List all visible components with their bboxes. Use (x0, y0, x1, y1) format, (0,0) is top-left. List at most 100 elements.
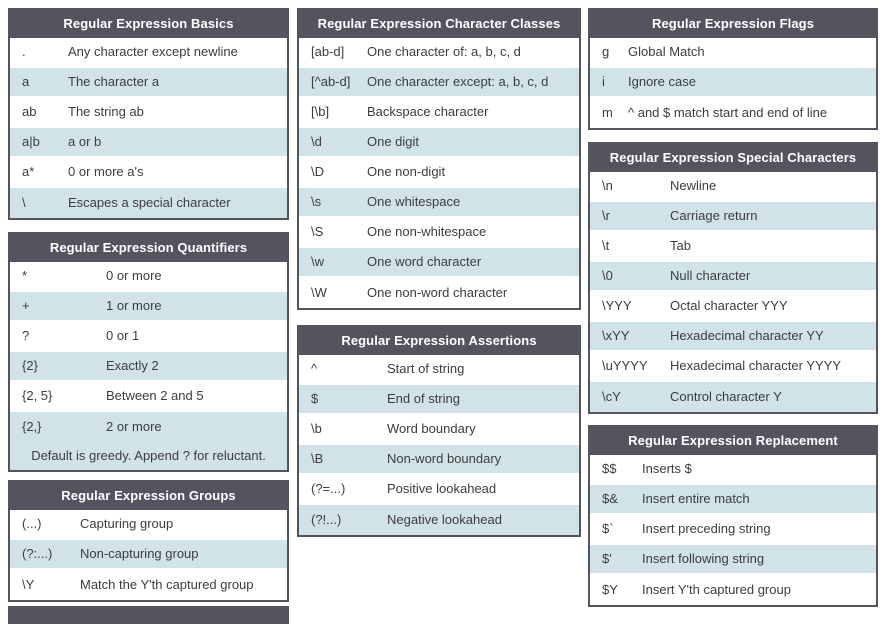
pattern-symbol: + (22, 298, 30, 313)
pattern-description: a or b (68, 134, 102, 149)
pattern-symbol: \d (311, 134, 322, 149)
table-row: {2, 5} Between 2 and 5 (10, 382, 287, 412)
pattern-symbol: \0 (602, 268, 613, 283)
pattern-description: Hexadecimal character YYYY (670, 358, 842, 373)
pattern-description: Exactly 2 (106, 358, 159, 373)
table-row: \n Newline (590, 172, 876, 202)
pattern-symbol: $$ (602, 461, 617, 476)
table-row: \b Word boundary (299, 415, 579, 445)
table-title: Regular Expression Character Classes (299, 10, 579, 38)
table-row: g Global Match (590, 38, 876, 68)
table-body: [ab-d] One character of: a, b, c, d [^ab-d… (299, 38, 579, 308)
pattern-description: Non-capturing group (80, 546, 199, 561)
pattern-symbol: {2, 5} (22, 388, 53, 403)
pattern-description: One non-whitespace (367, 224, 487, 239)
table-regex-replacement: Regular Expression Replacement $$ Inserts… (588, 425, 878, 607)
pattern-symbol: ^ (311, 361, 318, 376)
pattern-description: One non-digit (367, 164, 446, 179)
pattern-symbol: $ (311, 391, 319, 406)
pattern-description: Insert preceding string (642, 521, 771, 536)
pattern-description: End of string (387, 391, 460, 406)
pattern-description: One character of: a, b, c, d (367, 44, 521, 59)
table-row: \0 Null character (590, 262, 876, 292)
table-row: \uYYYY Hexadecimal character YYYY (590, 352, 876, 382)
pattern-description: Ignore case (628, 74, 696, 89)
table-body: g Global Match i Ignore case m ^ and $ match … (590, 38, 876, 128)
pattern-description: Hexadecimal character YY (670, 328, 824, 343)
column-middle: Regular Expression Character Classes [ab… (297, 8, 581, 537)
pattern-description: 0 or more a's (68, 164, 144, 179)
pattern-symbol: \S (311, 224, 324, 239)
pattern-symbol: * (22, 268, 28, 283)
table-regex-flags: Regular Expression Flags g Global Match i I… (588, 8, 878, 130)
table-row: m ^ and $ match start and end of line (590, 98, 876, 128)
pattern-description: One non-word character (367, 285, 508, 300)
pattern-description: 1 or more (106, 298, 162, 313)
table-row: (?!...) Negative lookahead (299, 505, 579, 535)
pattern-symbol: \n (602, 178, 613, 193)
pattern-description: Newline (670, 178, 717, 193)
pattern-description: Negative lookahead (387, 512, 502, 527)
pattern-description: One word character (367, 254, 482, 269)
table-row: $ End of string (299, 385, 579, 415)
pattern-symbol: \b (311, 421, 322, 436)
table-title: Regular Expression Groups (10, 482, 287, 510)
pattern-symbol: $` (602, 521, 614, 536)
pattern-description: One digit (367, 134, 420, 149)
table-row: $Y Insert Y'th captured group (590, 575, 876, 605)
pattern-symbol: (?:...) (22, 546, 53, 561)
table-row: $' Insert following string (590, 545, 876, 575)
pattern-symbol: a|b (22, 134, 40, 149)
pattern-description: One character except: a, b, c, d (367, 74, 549, 89)
column-left: Regular Expression Basics . Any character… (8, 8, 289, 624)
pattern-description: The string ab (68, 104, 144, 119)
pattern-description: Tab (670, 238, 691, 253)
pattern-symbol: \D (311, 164, 324, 179)
table-body: $$ Inserts $ $& Insert entire match $` Insert… (590, 455, 876, 605)
table-row: $& Insert entire match (590, 485, 876, 515)
table-title: Regular Expression Special Characters (590, 144, 876, 172)
pattern-symbol: \W (311, 285, 327, 300)
table-title: Regular Expression Flags (590, 10, 876, 38)
table-row: \t Tab (590, 232, 876, 262)
pattern-description: 0 or 1 (106, 328, 140, 343)
table-row: \s One whitespace (299, 188, 579, 218)
table-body: \n Newline \r Carriage return \t Tab \0 Null ch… (590, 172, 876, 412)
pattern-symbol: \w (311, 254, 324, 269)
pattern-description: Escapes a special character (68, 195, 231, 210)
table-row: \xYY Hexadecimal character YY (590, 322, 876, 352)
table-regex-basics: Regular Expression Basics . Any character… (8, 8, 289, 220)
pattern-description: ^ and $ match start and end of line (628, 105, 828, 120)
pattern-symbol: a* (22, 164, 35, 179)
table-regex-groups: Regular Expression Groups (...) Capturing… (8, 480, 289, 602)
table-row: [\b] Backspace character (299, 98, 579, 128)
pattern-description: Control character Y (670, 389, 782, 404)
pattern-symbol: ab (22, 104, 37, 119)
table-title: Regular Expression Basics (10, 10, 287, 38)
pattern-description: Carriage return (670, 208, 758, 223)
table-regex-special-characters: Regular Expression Special Characters \n… (588, 142, 878, 414)
table-title: Regular Expression Replacement (590, 427, 876, 455)
table-row: {2} Exactly 2 (10, 352, 287, 382)
table-row: \D One non-digit (299, 158, 579, 188)
pattern-description: Global Match (628, 44, 705, 59)
pattern-description: One whitespace (367, 194, 461, 209)
pattern-symbol: \ (22, 195, 26, 210)
table-title: Regular Expression Assertions (299, 327, 579, 355)
table-regex-assertions: Regular Expression Assertions ^ Start of … (297, 325, 581, 537)
table-row: [ab-d] One character of: a, b, c, d (299, 38, 579, 68)
pattern-symbol: \cY (602, 389, 621, 404)
pattern-symbol: (...) (22, 516, 42, 531)
pattern-symbol: (?=...) (311, 481, 346, 496)
pattern-description: Inserts $ (642, 461, 692, 476)
table-row: +1 or more (10, 292, 287, 322)
table-row: (?:...) Non-capturing group (10, 540, 287, 570)
table-row: {2,} 2 or more (10, 412, 287, 442)
pattern-description: Non-word boundary (387, 451, 502, 466)
pattern-description: 0 or more (106, 268, 162, 283)
table-row: a* 0 or more a's (10, 158, 287, 188)
pattern-description: Between 2 and 5 (106, 388, 204, 403)
table-regex-character-classes: Regular Expression Character Classes [ab… (297, 8, 581, 310)
pattern-description: Start of string (387, 361, 465, 376)
table-row: $` Insert preceding string (590, 515, 876, 545)
